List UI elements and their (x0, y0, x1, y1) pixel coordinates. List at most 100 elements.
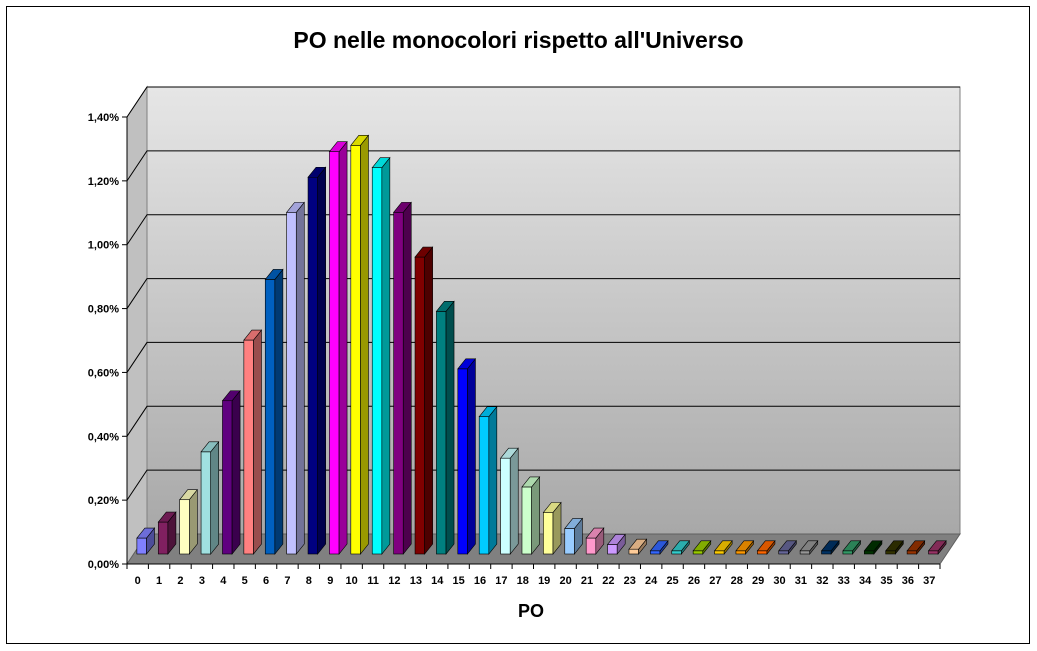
x-tick-label: 24 (645, 575, 658, 587)
x-tick-label: 32 (816, 575, 828, 587)
bar-front (243, 339, 254, 555)
bar-top (735, 540, 755, 552)
gridline (126, 405, 960, 437)
bar-top (863, 540, 883, 552)
x-tick-label: 28 (731, 575, 743, 587)
bar (264, 268, 284, 555)
bar-top (328, 141, 348, 152)
bar-front (222, 400, 233, 555)
bar (649, 539, 669, 555)
bar (499, 447, 519, 555)
bar-side (253, 329, 262, 555)
x-tick-label: 35 (880, 575, 892, 587)
bar (286, 201, 305, 555)
bar (735, 539, 755, 555)
bar (927, 539, 947, 555)
bar-top (499, 447, 519, 459)
bar (521, 476, 541, 555)
bar-top (221, 390, 241, 402)
bar-front (200, 451, 211, 555)
bar-front (714, 550, 725, 555)
bar (392, 201, 412, 555)
gridline (126, 469, 960, 501)
bar-top (179, 489, 198, 501)
bar (778, 539, 797, 555)
bar-top (713, 540, 733, 552)
x-axis-ticks: 0 1 2 3 4 5 6 7 8 9 10 11 12 13 14 15 16 17 18 19 20 21 22 23 24… (126, 563, 941, 587)
bar (820, 539, 840, 555)
bar-top (435, 301, 455, 312)
bar-front (414, 256, 425, 555)
x-tick-label: 10 (346, 575, 358, 587)
bar-top (820, 540, 840, 552)
bar (350, 134, 370, 555)
bar (478, 405, 498, 555)
x-tick-label: 36 (902, 575, 914, 587)
bar-front (457, 368, 468, 555)
bar-top (564, 518, 584, 529)
bar (692, 539, 712, 555)
x-tick-label: 4 (220, 575, 227, 587)
y-tick-label: 1,00% (88, 240, 119, 252)
bar-front (157, 521, 169, 555)
x-tick-label: 15 (452, 575, 464, 587)
bar-side (381, 156, 391, 555)
bar (842, 539, 862, 555)
bar (885, 539, 904, 555)
bar (371, 156, 391, 555)
bar-side (210, 440, 219, 555)
bar-top (157, 511, 177, 523)
bar-top (350, 135, 370, 146)
bar-top (200, 441, 220, 453)
gridline (126, 86, 960, 118)
bar-top (927, 540, 947, 552)
bar-side (360, 134, 369, 555)
bar-top (478, 406, 498, 418)
bar-front (564, 528, 575, 555)
x-tick-label: 8 (306, 575, 312, 587)
bar-front (906, 550, 918, 555)
bar-top (371, 157, 391, 168)
bar-side (467, 357, 476, 555)
bar-side (509, 447, 519, 555)
bar-top (521, 476, 541, 488)
bar-front (500, 457, 511, 555)
bar (414, 246, 434, 555)
bar-top (799, 540, 819, 552)
bar-front (864, 550, 875, 555)
bar-front (585, 537, 597, 555)
x-tick-label: 37 (923, 575, 935, 587)
bar-top (307, 166, 327, 178)
y-tick-label: 0,20% (88, 495, 119, 507)
bar (179, 488, 198, 555)
x-tick-label: 7 (284, 575, 290, 587)
x-axis-title: PO (518, 601, 544, 621)
x-tick-label: 29 (752, 575, 764, 587)
y-tick-label: 1,20% (88, 176, 119, 188)
bar-top (628, 538, 648, 550)
bar-top (264, 269, 284, 280)
bar-top (585, 527, 605, 539)
bar (671, 539, 691, 555)
x-tick-label: 1 (156, 575, 162, 587)
x-tick-label: 22 (602, 575, 614, 587)
y-tick-label: 0,60% (88, 367, 119, 379)
x-tick-label: 19 (538, 575, 550, 587)
bar-top (136, 527, 156, 539)
y-tick-label: 0,80% (88, 304, 119, 316)
bar-front (393, 212, 404, 555)
x-tick-label: 31 (795, 575, 807, 587)
bar (606, 533, 626, 555)
bar-top (457, 358, 477, 370)
bar-front (136, 537, 147, 555)
bar-front (286, 212, 297, 555)
x-tick-label: 33 (838, 575, 850, 587)
bar-front (179, 499, 190, 555)
x-tick-label: 23 (624, 575, 636, 587)
bar-side (295, 201, 305, 555)
gridline (126, 278, 960, 309)
gridline (126, 214, 960, 245)
bar-front (692, 550, 704, 555)
y-tick-label: 0,00% (88, 559, 119, 571)
bar-front (757, 550, 768, 555)
